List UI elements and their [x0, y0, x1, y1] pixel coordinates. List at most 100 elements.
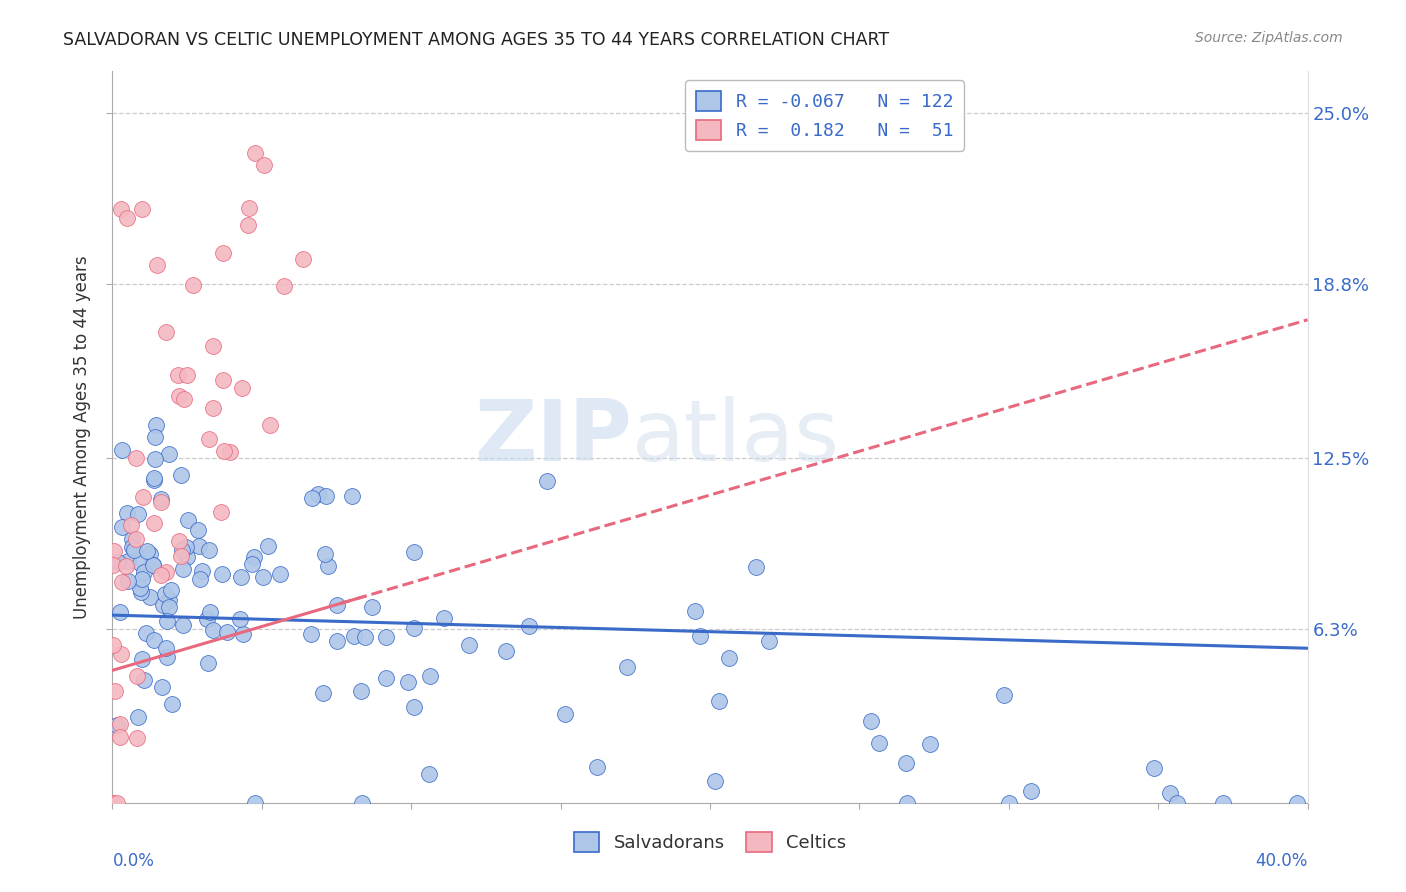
Point	[181, 277, 204, 292]
Point	[111, 520, 134, 534]
Point	[314, 548, 336, 562]
Point	[176, 513, 198, 527]
Text: SALVADORAN VS CELTIC UNEMPLOYMENT AMONG AGES 35 TO 44 YEARS CORRELATION CHART: SALVADORAN VS CELTIC UNEMPLOYMENT AMONG …	[63, 31, 890, 49]
Point	[299, 626, 322, 640]
Point	[103, 796, 125, 810]
Point	[110, 648, 132, 662]
Point	[111, 574, 134, 589]
Point	[418, 767, 440, 781]
Point	[173, 392, 195, 406]
Point	[117, 554, 139, 568]
Point	[349, 684, 371, 698]
Point	[209, 504, 232, 518]
Point	[172, 561, 194, 575]
Point	[125, 450, 148, 465]
Point	[419, 669, 441, 683]
Point	[201, 623, 224, 637]
Y-axis label: Unemployment Among Ages 35 to 44 years: Unemployment Among Ages 35 to 44 years	[73, 255, 91, 619]
Point	[997, 796, 1019, 810]
Point	[142, 558, 165, 573]
Point	[125, 532, 148, 546]
Point	[121, 532, 143, 546]
Point	[197, 432, 219, 446]
Point	[232, 627, 254, 641]
Point	[135, 543, 157, 558]
Point	[896, 756, 918, 771]
Point	[146, 258, 169, 272]
Point	[108, 730, 131, 744]
Point	[229, 612, 252, 626]
Point	[142, 516, 165, 530]
Point	[141, 558, 163, 572]
Point	[108, 717, 131, 731]
Point	[160, 583, 183, 598]
Point	[135, 625, 157, 640]
Point	[253, 158, 276, 172]
Point	[129, 585, 152, 599]
Point	[586, 760, 609, 774]
Point	[150, 568, 173, 582]
Point	[202, 401, 225, 416]
Point	[155, 640, 177, 655]
Point	[111, 443, 134, 458]
Point	[121, 540, 143, 554]
Point	[153, 587, 176, 601]
Point	[128, 581, 150, 595]
Point	[105, 796, 128, 810]
Point	[125, 731, 148, 745]
Point	[360, 600, 382, 615]
Point	[918, 737, 941, 751]
Point	[145, 417, 167, 432]
Point	[354, 631, 377, 645]
Point	[458, 638, 481, 652]
Point	[402, 545, 425, 559]
Point	[536, 475, 558, 489]
Point	[120, 518, 142, 533]
Point	[101, 558, 124, 573]
Point	[703, 773, 725, 788]
Point	[142, 473, 165, 487]
Point	[211, 566, 233, 581]
Point	[150, 491, 173, 506]
Point	[110, 202, 132, 217]
Point	[155, 565, 177, 579]
Point	[214, 444, 236, 458]
Point	[197, 612, 219, 626]
Point	[131, 202, 153, 217]
Point	[315, 489, 337, 503]
Point	[1159, 786, 1181, 800]
Point	[131, 490, 153, 504]
Text: ZIP: ZIP	[475, 395, 633, 479]
Point	[375, 671, 398, 685]
Point	[201, 339, 224, 353]
Point	[252, 570, 274, 584]
Text: 0.0%: 0.0%	[112, 853, 155, 871]
Point	[167, 368, 190, 382]
Point	[238, 218, 260, 232]
Legend: Salvadorans, Celtics: Salvadorans, Celtics	[567, 825, 853, 860]
Point	[103, 543, 125, 558]
Point	[170, 467, 193, 482]
Point	[101, 796, 124, 810]
Point	[188, 572, 211, 586]
Point	[103, 638, 125, 652]
Point	[245, 796, 267, 810]
Point	[155, 325, 177, 339]
Point	[212, 246, 235, 260]
Point	[157, 592, 180, 607]
Point	[197, 657, 219, 671]
Point	[325, 598, 347, 612]
Point	[108, 605, 131, 619]
Point	[159, 599, 181, 614]
Point	[896, 796, 918, 810]
Point	[1286, 796, 1309, 810]
Point	[187, 523, 209, 537]
Point	[132, 566, 155, 580]
Point	[868, 736, 890, 750]
Point	[215, 625, 238, 640]
Point	[1212, 796, 1234, 810]
Point	[374, 631, 396, 645]
Point	[157, 448, 180, 462]
Point	[176, 550, 198, 565]
Point	[104, 684, 127, 698]
